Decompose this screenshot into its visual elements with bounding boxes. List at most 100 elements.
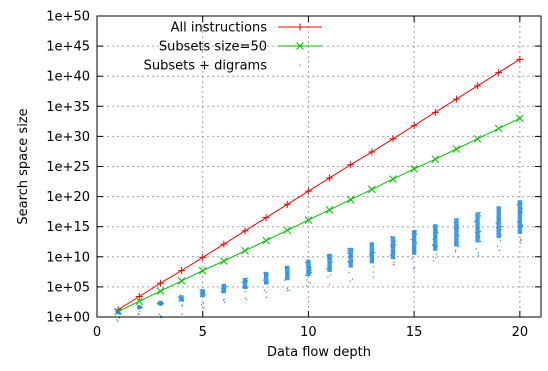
data-point-dot xyxy=(285,266,287,269)
cluster-depth-4 xyxy=(178,294,184,315)
data-point-dot xyxy=(200,304,203,306)
data-point-dot xyxy=(220,291,223,293)
data-point-dot xyxy=(327,257,329,260)
data-point-dot xyxy=(221,287,223,289)
data-point-dot xyxy=(243,285,245,287)
data-point-dot xyxy=(284,265,287,268)
data-point-dot xyxy=(373,266,375,268)
data-point-dot xyxy=(414,230,416,232)
data-point-dot xyxy=(158,313,160,315)
data-point-dot xyxy=(264,275,266,277)
data-point-dot xyxy=(413,267,416,269)
data-point-dot xyxy=(393,256,395,259)
data-point-plus xyxy=(156,279,164,287)
data-point-dot xyxy=(372,260,374,262)
data-point-dot xyxy=(435,253,438,255)
data-point-dot xyxy=(434,235,436,237)
data-point-dot xyxy=(457,226,459,228)
data-point-dot xyxy=(180,297,182,299)
data-point-dot xyxy=(373,251,375,254)
data-point-dot xyxy=(351,250,354,253)
data-point-dot xyxy=(454,242,456,244)
data-point-dot xyxy=(519,238,522,240)
data-point-cross xyxy=(346,195,355,204)
data-point-plus xyxy=(262,214,270,222)
data-point-dot xyxy=(495,227,498,229)
data-point-dot xyxy=(138,313,140,315)
data-point-dot xyxy=(352,248,354,250)
data-point-dot xyxy=(328,284,331,286)
data-point-dot xyxy=(179,299,181,301)
data-point-dot xyxy=(371,260,373,262)
data-point-dot xyxy=(306,263,308,265)
data-point-dot xyxy=(267,281,269,283)
cluster-depth-16 xyxy=(432,224,439,262)
data-point-dot xyxy=(310,269,312,271)
data-point-dot xyxy=(138,308,140,310)
data-point-dot xyxy=(497,234,499,236)
data-point-plus xyxy=(410,122,418,130)
data-point-dot xyxy=(521,212,523,214)
data-point-dot xyxy=(351,278,353,280)
data-point-dot xyxy=(393,246,395,248)
data-point-dot xyxy=(437,231,439,234)
axis-labels: Data flow depth Search space size xyxy=(16,108,371,360)
data-point-dot xyxy=(265,291,267,294)
data-point-dot xyxy=(138,305,140,307)
series-2 xyxy=(115,200,524,322)
data-point-dot xyxy=(477,255,479,257)
data-point-dot xyxy=(458,227,460,229)
data-point-dot xyxy=(456,241,459,244)
data-point-dot xyxy=(352,260,354,262)
data-point-dot xyxy=(119,309,121,312)
data-point-dot xyxy=(393,264,395,266)
cluster-depth-18 xyxy=(474,212,482,257)
data-point-dot xyxy=(328,254,330,256)
data-point-dot xyxy=(392,263,394,265)
data-point-dot xyxy=(199,295,202,297)
data-point-dot xyxy=(516,204,518,206)
data-point-dot xyxy=(178,300,180,302)
data-point-dot xyxy=(181,305,183,307)
data-point-dot xyxy=(496,230,498,232)
x-tick-label: 20 xyxy=(512,325,529,340)
data-point-dot xyxy=(479,230,481,232)
cluster-depth-5 xyxy=(199,288,207,309)
data-point-dot xyxy=(474,220,476,223)
data-point-dot xyxy=(286,274,288,276)
cluster-band xyxy=(517,200,523,234)
data-point-dot xyxy=(390,245,392,247)
data-point-dot xyxy=(455,229,457,231)
data-point-dot xyxy=(435,245,437,248)
data-point-dot xyxy=(224,301,226,304)
data-point-dot xyxy=(519,232,521,234)
data-point-dot xyxy=(370,255,372,257)
data-point-dot xyxy=(222,292,224,294)
data-point-plus xyxy=(220,240,228,248)
data-point-dot xyxy=(329,270,331,273)
data-point-plus xyxy=(347,161,355,169)
data-point-dot xyxy=(348,261,350,263)
data-point-dot xyxy=(159,302,161,304)
cluster-depth-12 xyxy=(347,247,354,282)
data-point-dot xyxy=(115,311,117,313)
data-point-cross xyxy=(516,114,524,123)
data-point-dot xyxy=(521,209,523,211)
data-point-dot xyxy=(326,268,328,270)
data-point-dot xyxy=(246,299,248,301)
data-point-dot xyxy=(201,294,203,296)
data-point-dot xyxy=(330,267,332,269)
data-point-dot xyxy=(412,232,415,234)
data-point-plus xyxy=(199,253,207,261)
data-point-dot xyxy=(182,297,184,299)
data-point-plus xyxy=(474,82,482,90)
data-point-dot xyxy=(246,282,248,284)
data-point-dot xyxy=(158,302,160,304)
data-point-dot xyxy=(285,268,287,270)
data-point-dot xyxy=(455,249,457,251)
axis-ticks: 1e+00 1e+05 1e+10 1e+15 1e+20 1e+25 1e+30 1e+35… xyxy=(46,10,541,340)
data-point-cross xyxy=(452,145,461,153)
data-point-dot xyxy=(391,237,393,239)
data-point-dot xyxy=(266,296,268,298)
data-point-dot xyxy=(476,220,478,222)
